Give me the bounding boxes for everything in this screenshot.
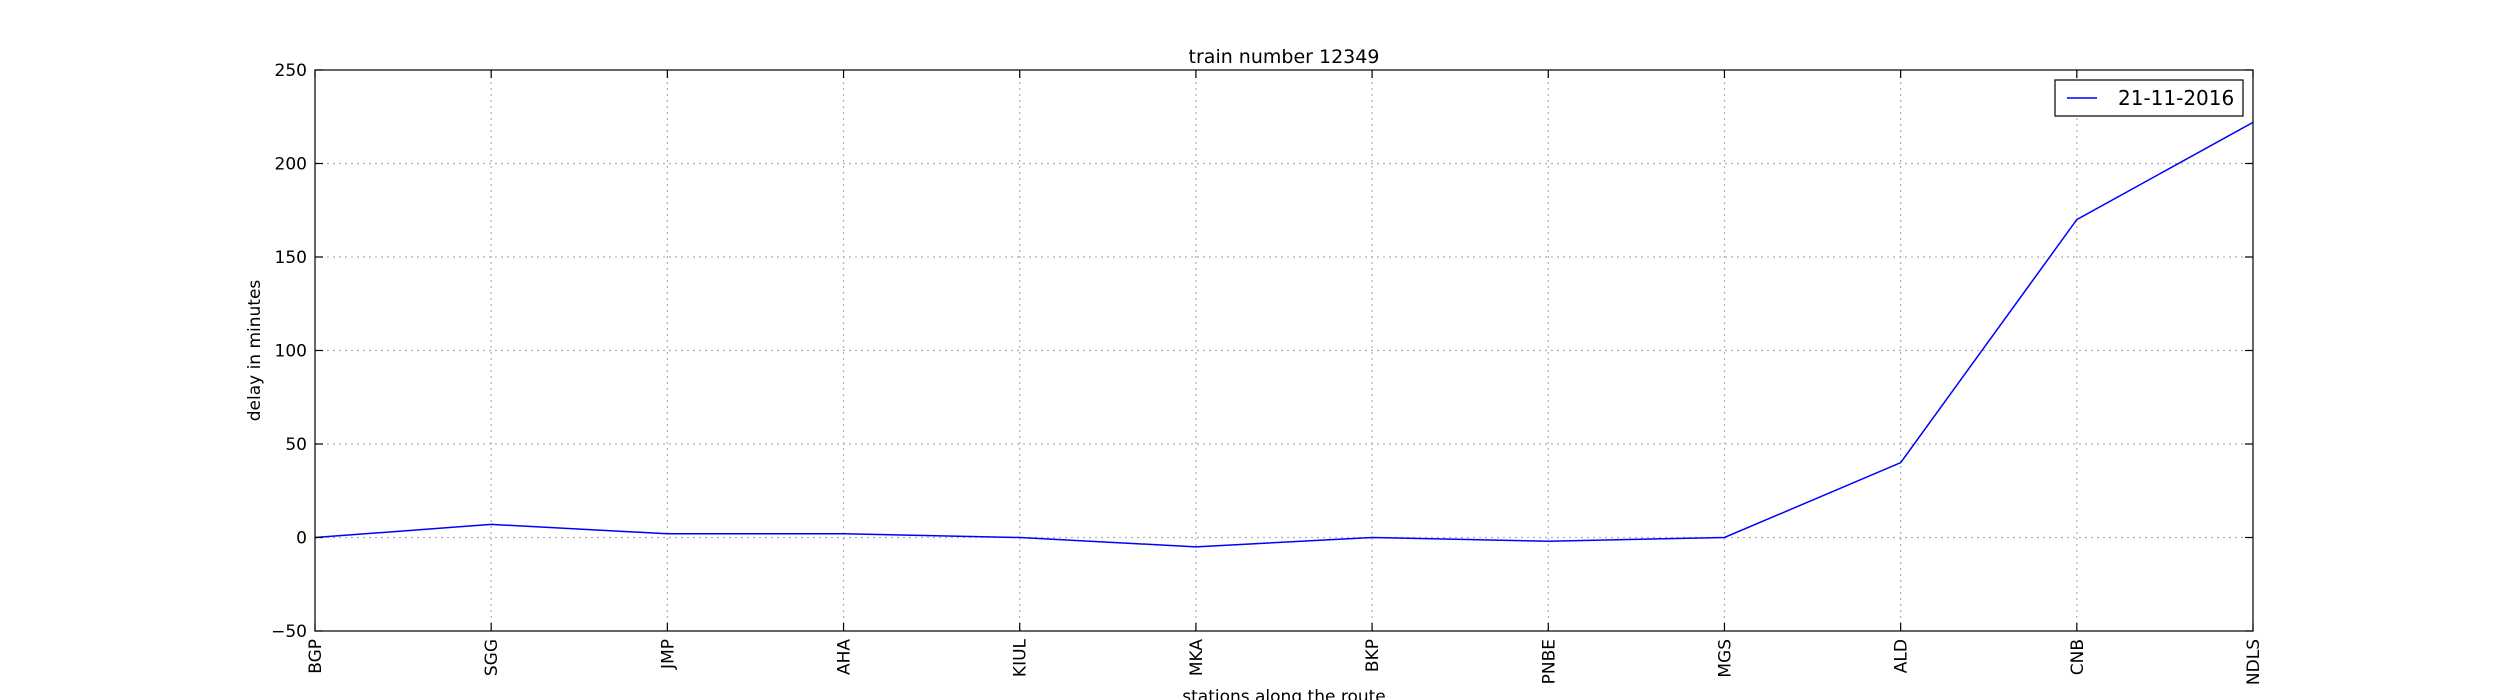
y-tick-label: 250 xyxy=(275,61,307,81)
y-tick-label: 0 xyxy=(296,529,307,549)
x-axis-label: stations along the route xyxy=(1182,687,1386,700)
y-tick-label: 100 xyxy=(275,342,307,362)
x-tick-label: AHA xyxy=(835,639,855,675)
x-tick-label: SGG xyxy=(482,639,502,676)
x-tick-label: BKP xyxy=(1363,639,1383,672)
series-layer xyxy=(314,121,2254,548)
y-tick-label: 50 xyxy=(285,435,307,455)
y-tick-label: 150 xyxy=(275,248,307,268)
legend-entry-label: 21-11-2016 xyxy=(2118,86,2234,110)
x-tick-label: KIUL xyxy=(1011,638,1031,677)
legend: 21-11-2016 xyxy=(2054,79,2244,117)
series-line xyxy=(314,121,2254,548)
x-tick-label: CNB xyxy=(2068,639,2088,675)
grid-lines xyxy=(315,70,2253,631)
y-tick-label: 200 xyxy=(275,155,307,175)
x-axis-ticks: BGP SGG JMP AHA KIUL MKA BKP PNBE MGS ALD CNB NDLS xyxy=(306,70,2264,685)
x-tick-label: BGP xyxy=(306,639,326,674)
y-axis-ticks: −50 0 50 100 150 200 250 xyxy=(271,61,2253,642)
x-tick-label: NDLS xyxy=(2244,639,2264,685)
chart-title: train number 12349 xyxy=(1189,46,1380,68)
x-tick-label: JMP xyxy=(658,639,678,670)
plot-area-frame xyxy=(314,69,2254,632)
x-tick-label: MGS xyxy=(1715,639,1735,678)
y-tick-label: −50 xyxy=(271,622,307,642)
x-tick-label: MKA xyxy=(1187,639,1207,677)
y-axis-label: delay in minutes xyxy=(245,280,265,422)
x-tick-label: ALD xyxy=(1892,639,1912,673)
x-tick-label: PNBE xyxy=(1539,639,1559,684)
